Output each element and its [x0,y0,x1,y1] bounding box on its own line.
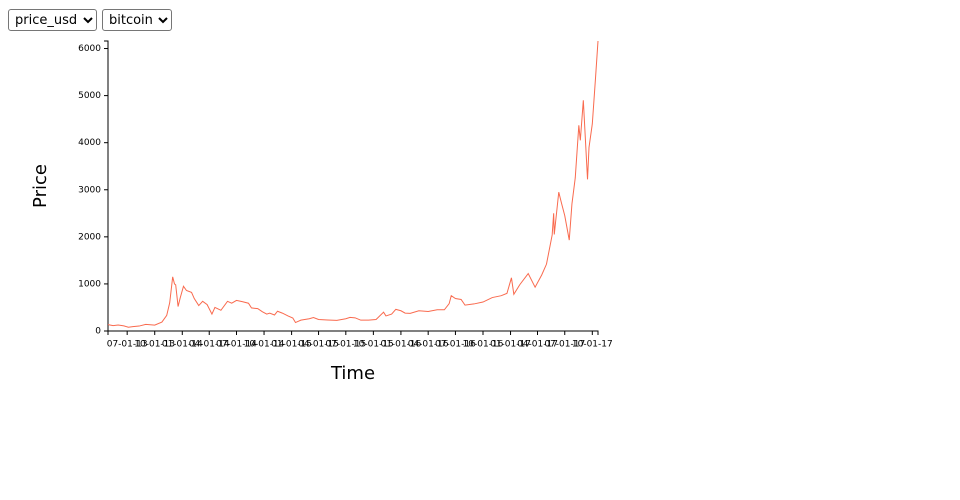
x-tick-label: 01-01-15 [271,340,312,350]
coin-select[interactable]: bitcoin [102,9,172,31]
x-tick-label: 10-01-14 [244,340,285,350]
x-tick-label: 07-01-14 [216,340,257,350]
metric-select[interactable]: price_usd [8,9,97,31]
x-axis-label: Time [330,363,375,384]
y-axis-label: Price [30,164,51,208]
x-tick-label: 01-01-14 [162,340,203,350]
x-tick-label: 10-01-16 [463,340,504,350]
y-tick-label: 0 [95,327,101,337]
x-tick-label: 10-01-15 [353,340,394,350]
y-tick-label: 4000 [78,138,101,148]
x-tick-label: 04-01-17 [517,340,558,350]
y-tick-label: 1000 [78,279,101,289]
y-tick-label: 5000 [78,91,101,101]
controls: price_usd bitcoin [8,9,172,31]
y-tick-label: 2000 [78,232,101,242]
x-tick-label: 07-01-16 [435,340,476,350]
y-tick-label: 3000 [78,185,101,195]
x-tick-label: 04-01-16 [408,340,449,350]
x-tick-label: 07-01-17 [544,340,585,350]
price-line [107,40,599,328]
x-tick-label: 07-01-15 [325,340,366,350]
x-tick-label: 01-01-17 [490,340,531,350]
x-tick-label: 07-01-13 [107,340,148,350]
y-tick-label: 6000 [78,44,101,54]
x-tick-label: 10-01-13 [134,340,175,350]
x-axis [107,330,599,335]
x-tick-label: 04-01-15 [298,340,339,350]
x-tick-label: 04-01-14 [189,340,230,350]
x-tick-label: 10-01-17 [572,340,613,350]
y-axis [104,40,109,332]
x-tick-label: 01-01-16 [380,340,421,350]
